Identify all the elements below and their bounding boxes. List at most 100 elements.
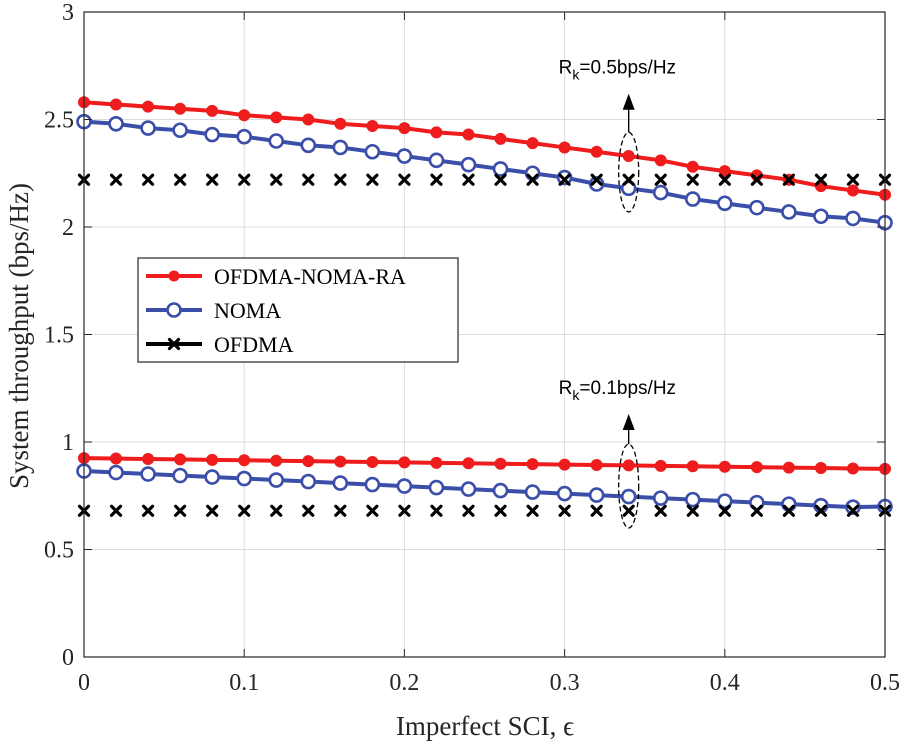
data-point <box>684 191 701 207</box>
data-point <box>590 173 603 186</box>
x-axis-label: Imperfect SCI, ϵ <box>396 711 574 741</box>
data-point <box>686 160 699 173</box>
data-point <box>430 504 443 517</box>
data-point <box>813 208 829 225</box>
series-noma-rk01 <box>76 463 893 515</box>
data-point <box>236 470 252 487</box>
data-point <box>846 504 860 517</box>
data-point <box>558 458 571 471</box>
data-point <box>782 173 795 186</box>
data-point <box>396 478 413 494</box>
annotation-label: Rk=0.1bps/Hz <box>559 378 676 403</box>
data-point <box>814 462 827 475</box>
data-point <box>300 137 317 154</box>
x-tick-label: 0.4 <box>710 670 740 696</box>
data-point <box>428 152 445 169</box>
annotation-label: Rk=0.5bps/Hz <box>559 58 676 83</box>
data-point <box>300 473 317 490</box>
data-point <box>492 161 509 177</box>
data-point <box>556 485 573 502</box>
data-point <box>716 195 733 212</box>
data-point <box>430 456 443 469</box>
data-point <box>270 504 283 517</box>
tick-labels: 0 0.1 0.2 0.3 0.4 0.5 0 0.5 1 1.5 2 2.5 3 <box>44 0 900 696</box>
annotation-2: Rk=0.1bps/Hz <box>559 378 676 529</box>
data-point <box>782 504 795 517</box>
data-point <box>142 100 155 113</box>
data-point <box>620 488 637 505</box>
data-point <box>268 133 285 149</box>
y-axis-label: System throughput (bps/Hz) <box>4 183 34 489</box>
data-point <box>846 462 859 475</box>
data-point <box>334 504 347 517</box>
data-point <box>462 504 475 517</box>
x-tick-label: 0.1 <box>229 670 259 696</box>
data-point <box>270 454 283 467</box>
data-point <box>238 504 251 517</box>
data-point <box>366 504 379 517</box>
data-point <box>332 475 349 491</box>
y-tick-label: 2 <box>62 215 74 241</box>
legend-marker <box>168 270 180 282</box>
annotation-ellipse <box>618 443 640 529</box>
data-point <box>141 504 155 517</box>
data-point <box>494 504 507 517</box>
data-point <box>302 173 315 186</box>
data-point <box>494 132 507 145</box>
data-point <box>140 466 156 482</box>
legend-label: OFDMA <box>214 332 294 357</box>
data-point <box>686 460 699 473</box>
data-point <box>524 484 541 500</box>
data-point <box>334 117 347 130</box>
data-point <box>460 481 477 497</box>
data-point <box>845 210 861 227</box>
data-point <box>174 173 187 186</box>
x-tick-label: 0.5 <box>870 670 900 696</box>
data-point <box>398 504 411 517</box>
data-point <box>749 199 765 216</box>
y-tick-label: 1 <box>62 430 74 456</box>
data-point <box>174 102 187 115</box>
data-point <box>526 504 539 517</box>
data-point <box>172 122 188 139</box>
y-tick-label: 2.5 <box>44 108 74 134</box>
annotation-arrow-head <box>622 93 635 110</box>
data-point <box>622 150 635 163</box>
data-point <box>845 499 861 515</box>
data-point <box>302 113 315 126</box>
data-point <box>750 173 763 186</box>
data-point <box>750 461 763 474</box>
data-point <box>622 504 635 517</box>
data-point <box>494 173 507 186</box>
legend-marker <box>167 337 181 351</box>
data-point <box>686 504 699 517</box>
data-point <box>302 455 315 468</box>
axes-frame <box>83 11 886 658</box>
annotations: Rk=0.5bps/Hz Rk=0.1bps/Hz <box>559 58 676 529</box>
data-point <box>238 454 251 467</box>
data-point <box>428 479 445 496</box>
data-point <box>140 120 156 136</box>
data-point <box>206 453 219 466</box>
data-point <box>654 504 667 517</box>
data-point <box>141 173 155 186</box>
data-point <box>398 173 411 186</box>
data-point <box>238 173 251 186</box>
x-tick-label: 0 <box>78 670 90 696</box>
legend: OFDMA-NOMA-RA NOMA OFDMA <box>137 257 459 363</box>
data-point <box>846 173 860 186</box>
data-point <box>718 173 731 186</box>
data-point <box>109 173 123 186</box>
data-point <box>526 137 539 150</box>
data-point <box>652 490 669 506</box>
data-point <box>462 457 475 470</box>
data-point <box>204 469 220 485</box>
data-point <box>590 459 603 472</box>
data-point <box>494 457 507 470</box>
data-point <box>366 173 379 186</box>
data-point <box>332 139 349 156</box>
data-point <box>846 184 859 197</box>
data-point <box>238 109 251 122</box>
data-point <box>750 504 763 517</box>
data-point <box>334 455 347 468</box>
